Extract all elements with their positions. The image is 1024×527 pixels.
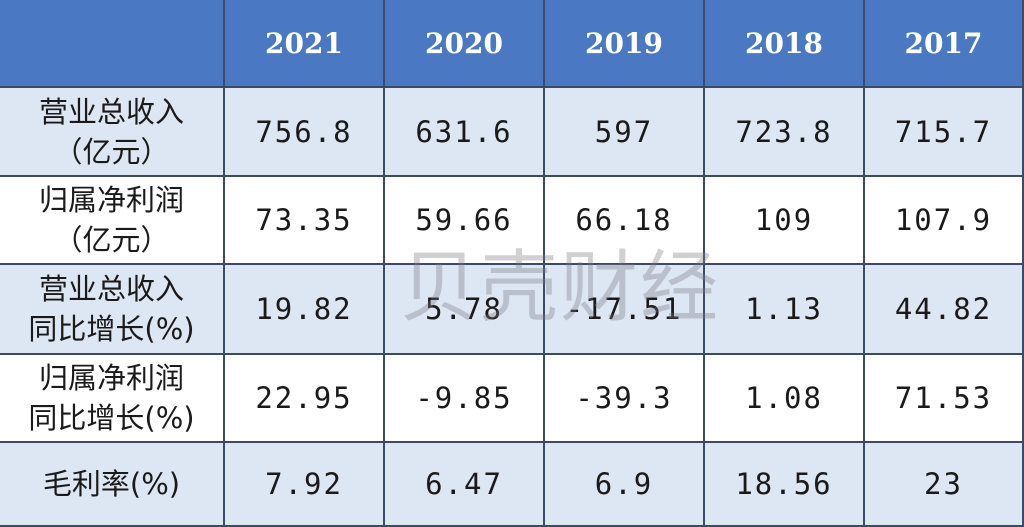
data-cell: 71.53 (865, 355, 1024, 443)
row-label-line: 同比增长(%) (28, 312, 195, 346)
data-cell: 1.13 (705, 265, 865, 355)
data-cell: -39.3 (545, 355, 705, 443)
header-cell: 2021 (225, 0, 385, 88)
row-label: 归属净利润同比增长(%) (0, 355, 225, 443)
row-label: 营业总收入同比增长(%) (0, 265, 225, 355)
header-text: 2017 (904, 26, 983, 60)
cell-value: -39.3 (575, 381, 673, 415)
data-cell: 109 (705, 177, 865, 265)
cell-value: 18.56 (735, 467, 833, 501)
cell-value: 597 (594, 114, 654, 149)
data-cell: 715.7 (865, 88, 1024, 177)
cell-value: 109 (754, 203, 814, 237)
cell-value: 23 (924, 467, 963, 501)
cell-value: 631.6 (415, 114, 513, 149)
header-text: 2021 (265, 26, 343, 60)
data-cell: 19.82 (225, 265, 385, 355)
data-cell: 18.56 (705, 443, 865, 527)
row-label-line: 归属净利润 (38, 183, 184, 217)
data-cell: 44.82 (865, 265, 1024, 355)
row-label-line: （亿元） (53, 134, 170, 169)
row-label-line: 毛利率(%) (42, 467, 181, 501)
cell-value: 59.66 (415, 203, 513, 237)
row-label-line: 同比增长(%) (28, 401, 195, 435)
data-cell: 1.08 (705, 355, 865, 443)
data-cell: 107.9 (865, 177, 1024, 265)
row-label-line: （亿元） (53, 223, 170, 257)
header-text: 2019 (585, 26, 663, 60)
row-label: 毛利率(%) (0, 443, 225, 527)
data-cell: 6.47 (385, 443, 545, 527)
cell-value: 1.08 (745, 381, 823, 415)
data-cell: 7.92 (225, 443, 385, 527)
cell-value: 22.95 (255, 381, 353, 415)
cell-value: 66.18 (575, 203, 673, 237)
data-cell: 6.9 (545, 443, 705, 527)
header-cell: 2017 (865, 0, 1024, 88)
cell-value: 5.78 (425, 292, 503, 326)
data-cell: 723.8 (705, 88, 865, 177)
cell-value: 44.82 (894, 292, 993, 326)
cell-value: 1.13 (745, 292, 823, 326)
data-cell: 597 (545, 88, 705, 177)
cell-value: 6.47 (425, 467, 503, 501)
cell-value: 723.8 (735, 114, 833, 149)
data-cell: 756.8 (225, 88, 385, 177)
cell-value: 715.7 (894, 114, 993, 149)
cell-value: -9.85 (415, 381, 513, 415)
row-label: 归属净利润 （亿元） (0, 177, 225, 265)
header-cell: 2018 (705, 0, 865, 88)
header-cell: 2020 (385, 0, 545, 88)
header-cell (0, 0, 225, 88)
data-cell: 22.95 (225, 355, 385, 443)
data-cell: 5.78 (385, 265, 545, 355)
cell-value: 19.82 (255, 292, 353, 326)
cell-value: 6.9 (594, 467, 654, 501)
data-cell: 59.66 (385, 177, 545, 265)
data-cell: -17.51 (545, 265, 705, 355)
data-cell: 66.18 (545, 177, 705, 265)
header-text: 2018 (745, 26, 823, 60)
data-cell: 73.35 (225, 177, 385, 265)
data-cell: 23 (865, 443, 1024, 527)
row-label-line: 营业总收入 (38, 272, 184, 306)
cell-value: 107.9 (894, 203, 993, 237)
row-label-line: 归属净利润 (38, 361, 184, 395)
row-label: 营业总收入 （亿元） (0, 88, 225, 177)
header-text: 2020 (425, 26, 503, 60)
cell-value: -17.51 (565, 292, 683, 326)
data-cell: 631.6 (385, 88, 545, 177)
cell-value: 71.53 (894, 381, 993, 415)
cell-value: 756.8 (255, 114, 353, 149)
row-label-line: 营业总收入 (38, 94, 184, 129)
data-cell: -9.85 (385, 355, 545, 443)
cell-value: 7.92 (265, 467, 343, 501)
cell-value: 73.35 (255, 203, 353, 237)
header-cell: 2019 (545, 0, 705, 88)
